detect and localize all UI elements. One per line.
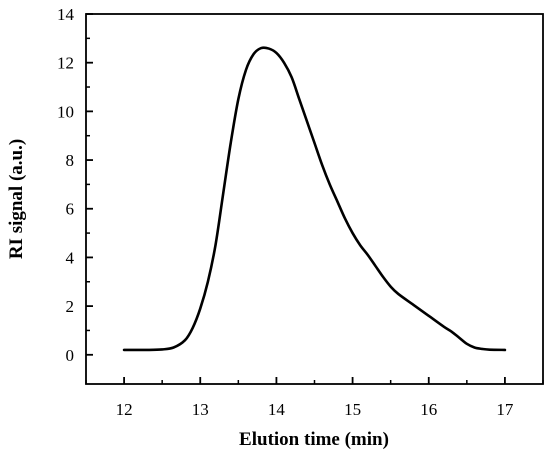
y-axis: 0 2 4 6 8 10 12 14 (57, 5, 93, 365)
x-axis-title: Elution time (min) (239, 429, 389, 450)
y-tick-label: 0 (66, 346, 75, 365)
y-tick-label: 2 (66, 297, 75, 316)
x-tick-label: 12 (116, 400, 133, 419)
ri-signal-line (122, 46, 507, 352)
y-axis-title: RI signal (a.u.) (6, 139, 27, 259)
x-axis: 12 13 14 15 16 17 (85, 377, 544, 419)
x-tick-label: 17 (496, 400, 514, 419)
x-tick-label: 14 (268, 400, 286, 419)
plot-frame (85, 13, 544, 385)
x-tick-label: 13 (192, 400, 209, 419)
y-tick-label: 8 (66, 151, 75, 170)
y-tick-label: 4 (66, 248, 75, 267)
y-tick-label: 6 (66, 200, 75, 219)
y-tick-label: 14 (57, 5, 75, 24)
x-tick-label: 16 (420, 400, 437, 419)
x-tick-label: 15 (344, 400, 361, 419)
y-tick-label: 12 (57, 54, 74, 73)
y-tick-label: 10 (57, 102, 74, 121)
